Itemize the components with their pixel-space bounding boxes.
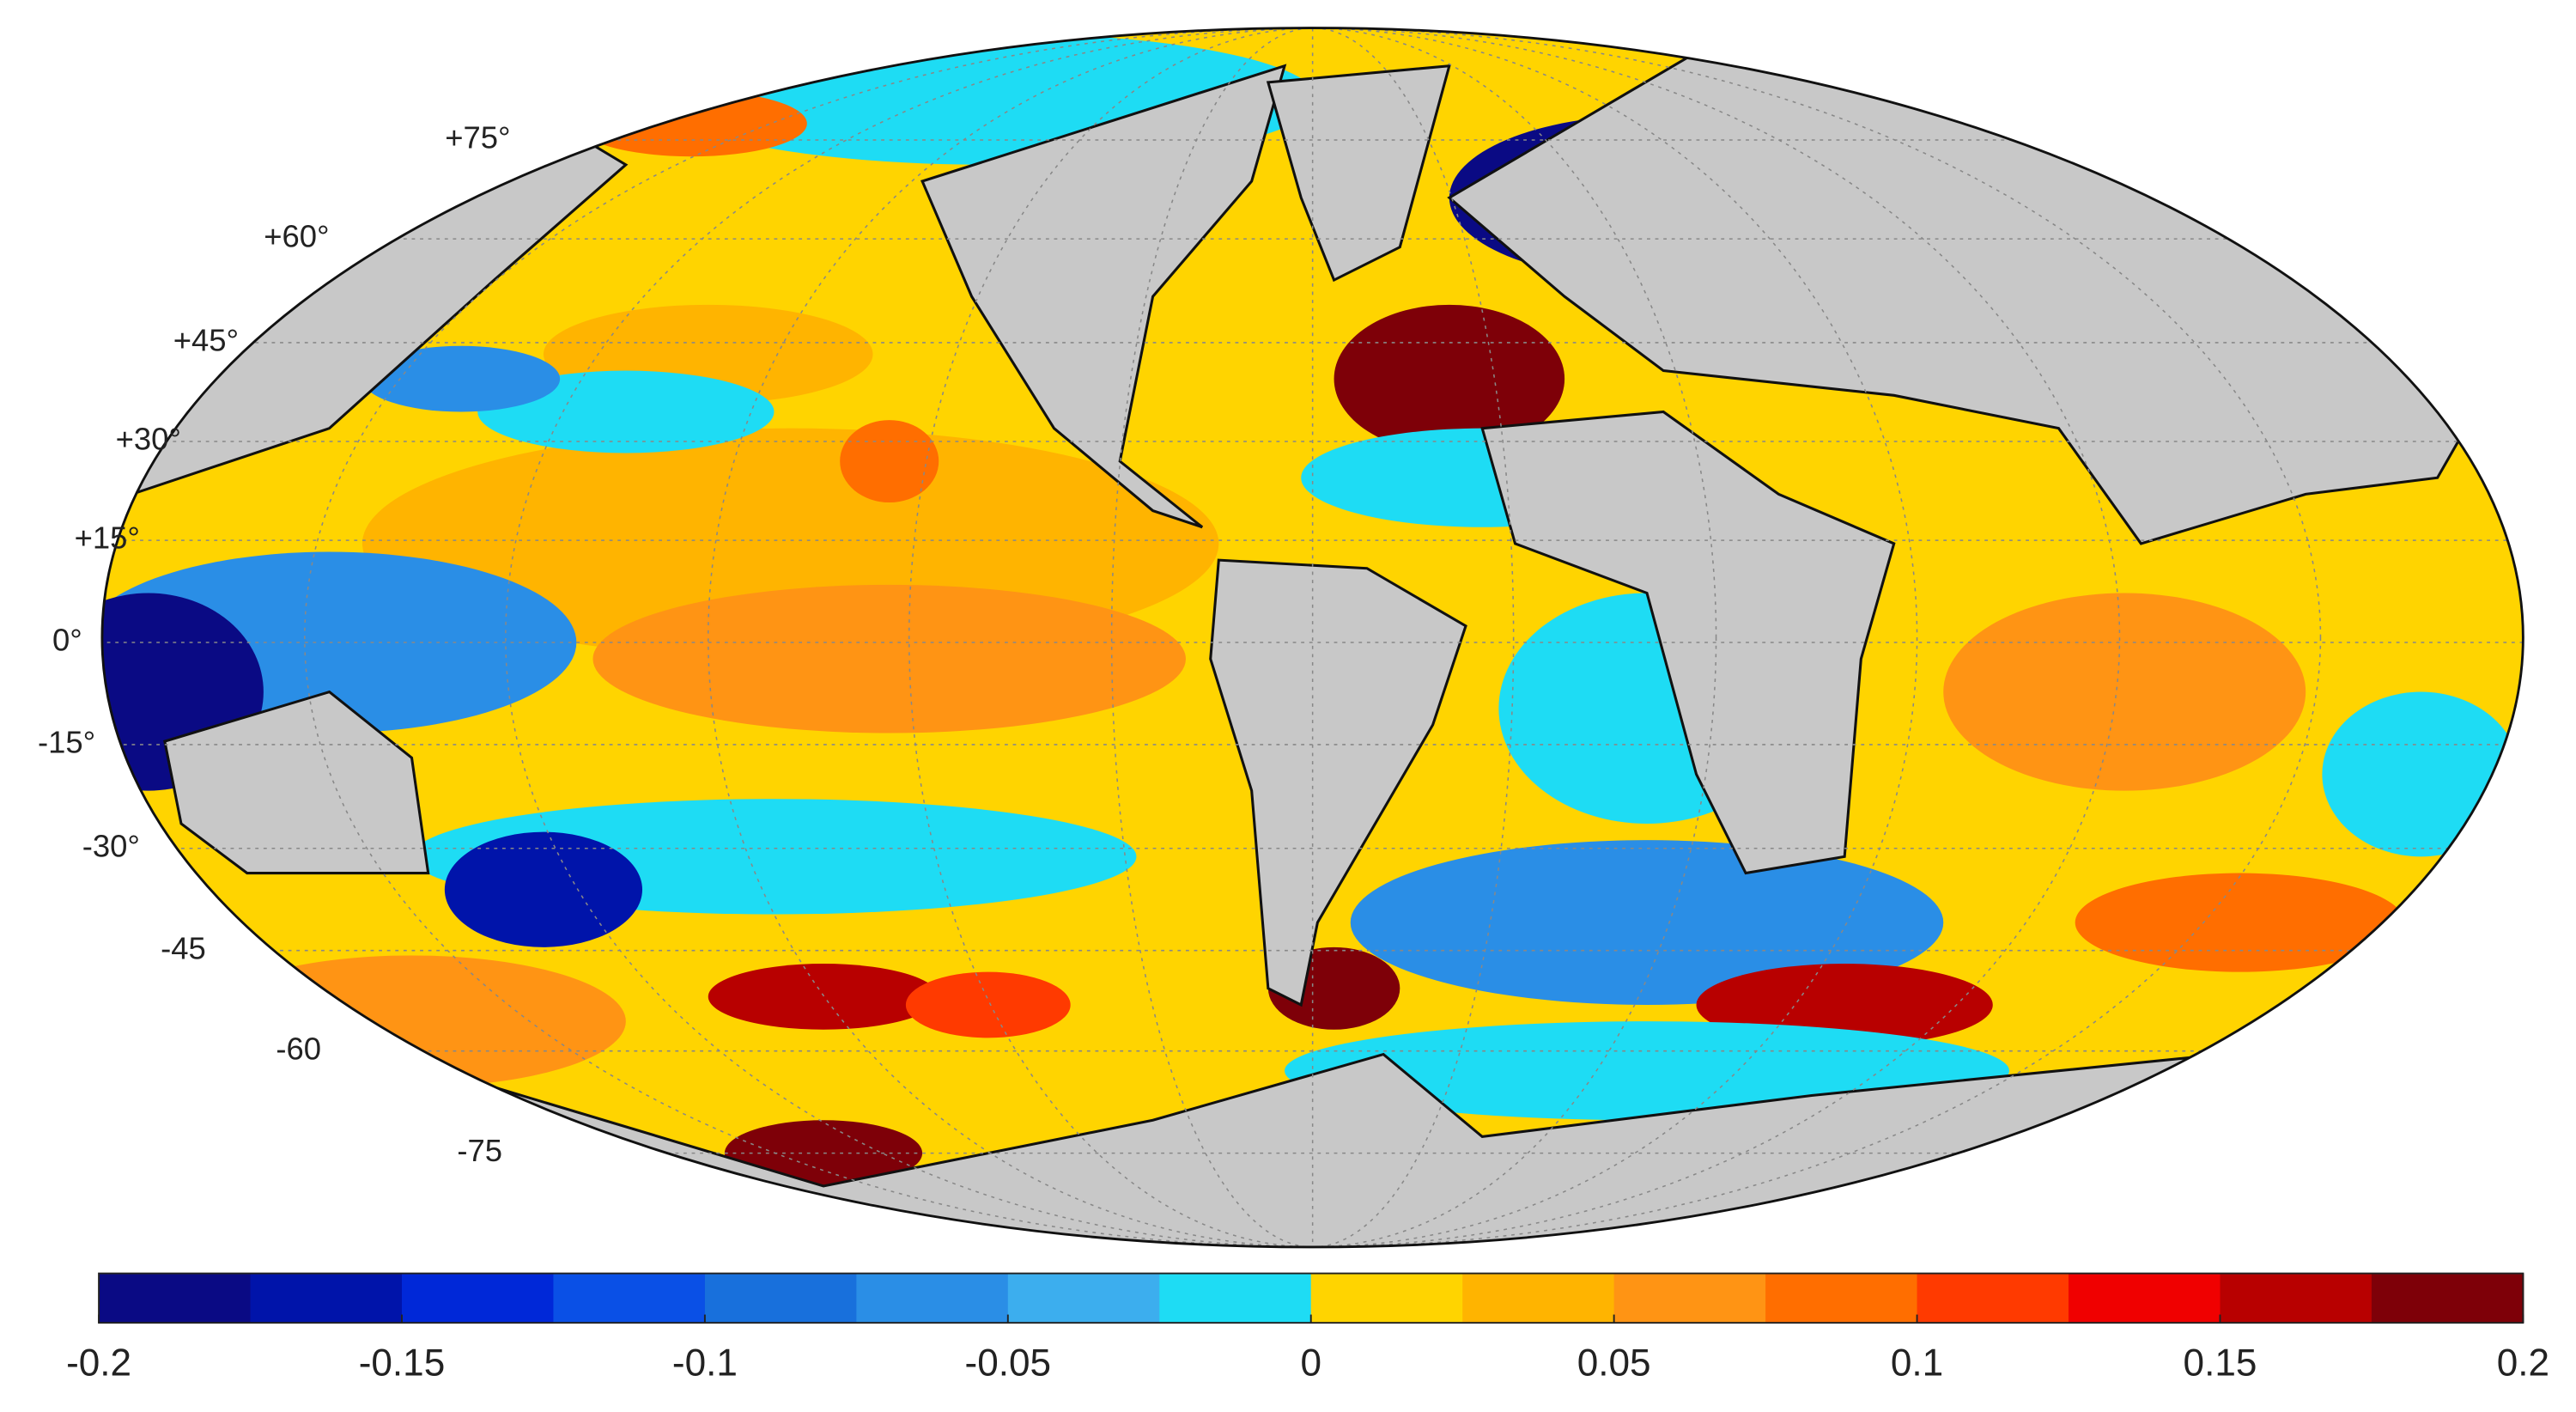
- colorbar-bin: [553, 1273, 706, 1324]
- colorbar-bin: [1613, 1273, 1767, 1324]
- lat-label: +45°: [173, 323, 239, 358]
- colorbar-tick-label: 0.05: [1577, 1342, 1651, 1385]
- colorbar-bin: [2069, 1273, 2221, 1324]
- lat-label: +15°: [75, 520, 140, 556]
- colorbar-tick-label: -0.15: [359, 1342, 446, 1385]
- colorbar-tick-label: 0.1: [1891, 1342, 1943, 1385]
- lat-label: +30°: [116, 422, 181, 457]
- colorbar-bin: [250, 1273, 403, 1324]
- lat-label: -15°: [38, 725, 95, 760]
- colorbar-bin: [1007, 1273, 1161, 1324]
- colorbar-tick-label: 0.15: [2184, 1342, 2257, 1385]
- map-border: [100, 27, 2524, 1249]
- lat-label: -75: [457, 1133, 502, 1168]
- colorbar-tick-label: -0.1: [672, 1342, 738, 1385]
- lat-label: 0°: [52, 623, 82, 658]
- colorbar-bin: [704, 1273, 858, 1324]
- colorbar-bin: [401, 1273, 555, 1324]
- colorbar-tick-label: 0: [1300, 1342, 1321, 1385]
- colorbar-bin: [2220, 1273, 2372, 1324]
- lat-label: -45: [161, 930, 206, 965]
- lat-labels: +75° +60° +45° +30° +15° 0° -15° -30° -45 -60 -75: [38, 120, 511, 1169]
- colorbar-bin: [1310, 1273, 1464, 1324]
- colorbar-bin: [2371, 1273, 2524, 1324]
- lat-label: -60: [276, 1031, 321, 1066]
- colorbar: -0.2 -0.15 -0.1 -0.05 0 0.05 0.1 0.15 0.2: [66, 1272, 2549, 1385]
- colorbar-bin: [856, 1273, 1009, 1324]
- colorbar-tick-label: -0.05: [965, 1342, 1052, 1385]
- colorbar-tick-label: 0.2: [2497, 1342, 2549, 1385]
- colorbar-tick-label: -0.2: [66, 1342, 131, 1385]
- colorbar-bin: [1159, 1273, 1312, 1324]
- lat-label: +75°: [445, 120, 510, 155]
- colorbar-bin: [1765, 1273, 1918, 1324]
- colorbar-bin: [1462, 1273, 1615, 1324]
- lat-label: -30°: [82, 828, 140, 863]
- colorbar-bin: [99, 1273, 252, 1324]
- lat-label: +60°: [264, 219, 329, 254]
- colorbar-bin: [1917, 1273, 2069, 1324]
